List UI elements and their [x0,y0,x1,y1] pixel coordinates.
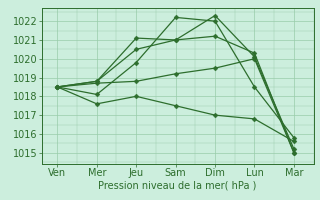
X-axis label: Pression niveau de la mer( hPa ): Pression niveau de la mer( hPa ) [99,181,257,191]
